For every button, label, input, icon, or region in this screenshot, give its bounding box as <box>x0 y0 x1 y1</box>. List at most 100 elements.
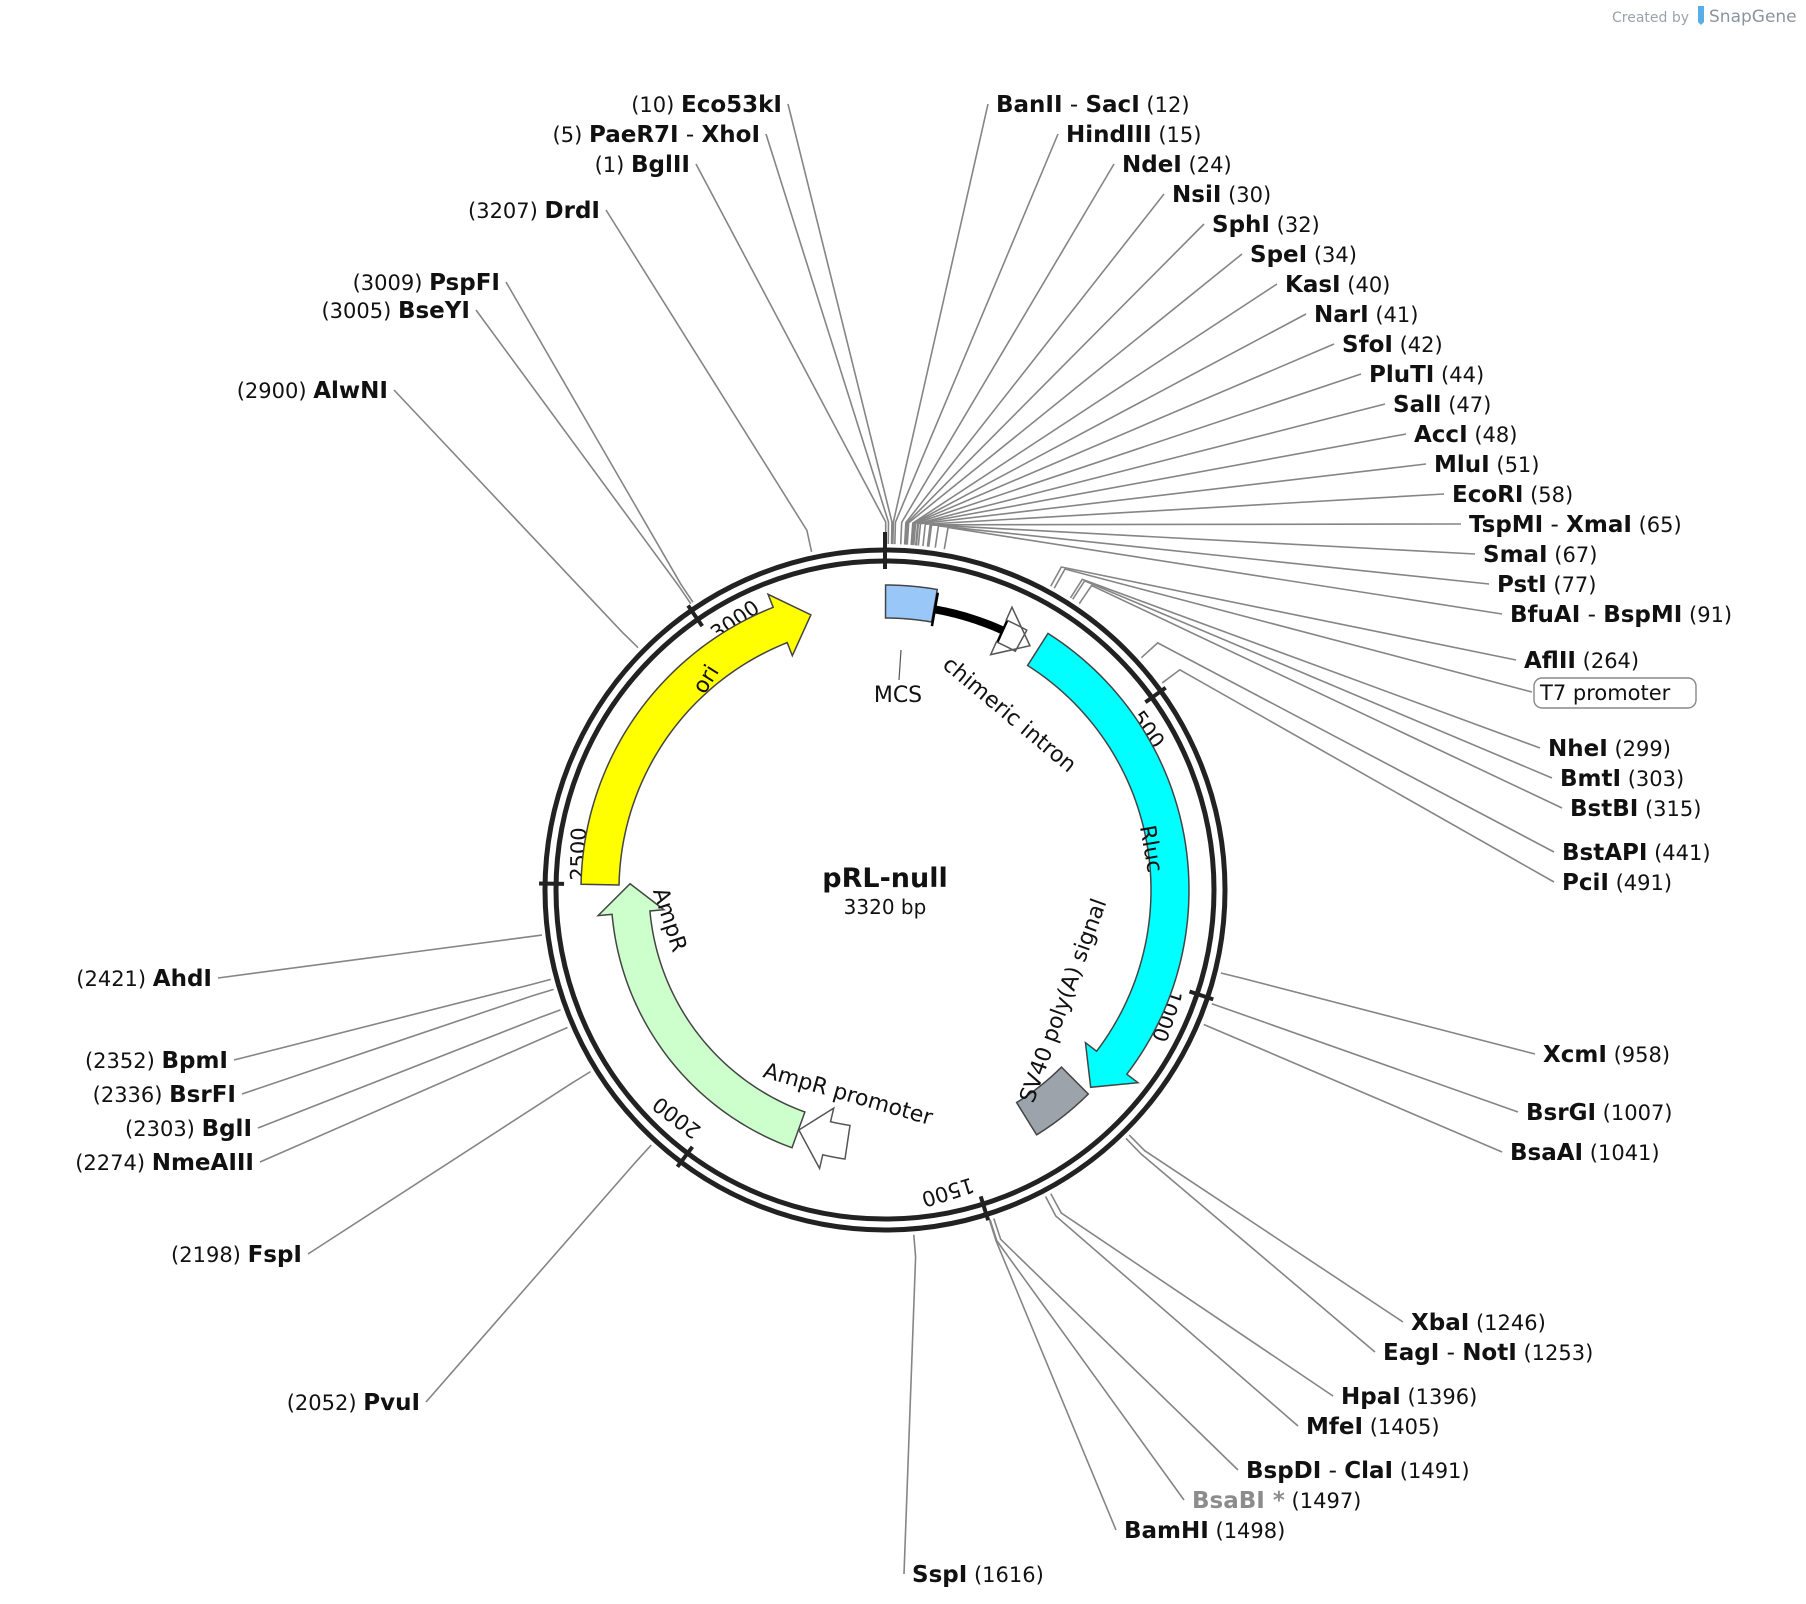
site-ahdi-leader <box>217 934 543 979</box>
site-kasi-name: KasI <box>1285 272 1341 298</box>
site-kasi-pos: (40) <box>1341 273 1391 297</box>
site-bsrgi-name: BsrGI <box>1526 1100 1596 1126</box>
site-drdi[interactable]: (3207) DrdI <box>468 198 600 224</box>
site-tspmi-xmai[interactable]: TspMI - XmaI (65) <box>1469 512 1682 538</box>
site-tspmi-xmai-leader <box>926 523 1462 547</box>
site-smai[interactable]: SmaI (67) <box>1483 542 1597 568</box>
svg-text:EagI - NotI (1253): EagI - NotI (1253) <box>1383 1340 1593 1366</box>
site-pvui[interactable]: (2052) PvuI <box>287 1390 420 1416</box>
site-bgli[interactable]: (2303) BglI <box>125 1116 252 1142</box>
tick-500 <box>1144 686 1167 704</box>
site-sspi[interactable]: SspI (1616) <box>912 1562 1044 1588</box>
site-spei-pos: (34) <box>1307 243 1357 267</box>
feature-ampr-promoter[interactable] <box>797 1106 851 1171</box>
site-bseyi[interactable]: (3005) BseYI <box>321 298 470 324</box>
site-bsaai-leader <box>1203 1023 1503 1153</box>
site-bsaai[interactable]: BsaAI (1041) <box>1510 1140 1660 1166</box>
site-psti[interactable]: PstI (77) <box>1497 572 1597 598</box>
site-pluti[interactable]: PluTI (44) <box>1369 362 1484 388</box>
site-bsabi[interactable]: BsaBI * (1497) <box>1192 1488 1361 1514</box>
site-bsrgi[interactable]: BsrGI (1007) <box>1526 1100 1673 1126</box>
site-nmeaiii-pos: (2274) <box>75 1151 152 1175</box>
site-bmti[interactable]: BmtI (303) <box>1560 766 1684 792</box>
site-nari-name: NarI <box>1314 302 1369 328</box>
svg-text:(2336) BsrFI: (2336) BsrFI <box>93 1082 236 1108</box>
site-fspi[interactable]: (2198) FspI <box>171 1242 302 1268</box>
svg-text:AflII (264): AflII (264) <box>1524 648 1639 674</box>
site-bstapi-name: BstAPI <box>1562 840 1647 866</box>
feature-chimeric-intron[interactable] <box>934 605 1005 635</box>
site-bstbi[interactable]: BstBI (315) <box>1570 796 1701 822</box>
site-mlui[interactable]: MluI (51) <box>1434 452 1540 478</box>
site-eco53ki[interactable]: (10) Eco53kI <box>631 92 782 118</box>
site-bpmi[interactable]: (2352) BpmI <box>85 1048 228 1074</box>
svg-text:(2274) NmeAIII: (2274) NmeAIII <box>75 1150 254 1176</box>
site-kasi[interactable]: KasI (40) <box>1285 272 1390 298</box>
site-bgli-pos: (2303) <box>125 1117 202 1141</box>
site-acci[interactable]: AccI (48) <box>1414 422 1517 448</box>
site-alwni-leader <box>393 389 639 649</box>
site-ndei[interactable]: NdeI (24) <box>1122 152 1232 178</box>
feature-t7-promoter[interactable] <box>989 605 1032 656</box>
site-bmti-pos: (303) <box>1621 767 1684 791</box>
site-nhei[interactable]: NheI (299) <box>1548 736 1671 762</box>
site-xbai[interactable]: XbaI (1246) <box>1411 1310 1546 1336</box>
site-mfei-leader <box>1044 1196 1299 1427</box>
site-bamhi[interactable]: BamHI (1498) <box>1124 1518 1285 1544</box>
site-bfuai-bspmi-pos: (91) <box>1682 603 1732 627</box>
site-sspi-name: SspI <box>912 1562 967 1588</box>
site-xcmi[interactable]: XcmI (958) <box>1543 1042 1670 1068</box>
site-pluti-leader <box>912 373 1362 546</box>
svg-text:SmaI (67): SmaI (67) <box>1483 542 1597 568</box>
site-mfei[interactable]: MfeI (1405) <box>1306 1414 1440 1440</box>
site-mfei-pos: (1405) <box>1363 1415 1440 1439</box>
site-bglii-pos: (1) <box>595 153 631 177</box>
site-bstapi[interactable]: BstAPI (441) <box>1562 840 1711 866</box>
feature-rluc[interactable] <box>1026 632 1190 1089</box>
site-sfoi[interactable]: SfoI (42) <box>1342 332 1443 358</box>
site-hindiii[interactable]: HindIII (15) <box>1066 122 1201 148</box>
site-paer7i-xhoi[interactable]: (5) PaeR7I - XhoI <box>553 122 760 148</box>
svg-text:BanII - SacI (12): BanII - SacI (12) <box>996 92 1190 118</box>
site-bpmi-leader <box>233 978 551 1061</box>
feature-label-mcs: MCS <box>874 683 922 708</box>
site-spei[interactable]: SpeI (34) <box>1250 242 1357 268</box>
site-bfuai-bspmi[interactable]: BfuAI - BspMI (91) <box>1510 602 1732 628</box>
feature-ori[interactable] <box>580 592 812 886</box>
site-bspdi-clai[interactable]: BspDI - ClaI (1491) <box>1246 1458 1470 1484</box>
site-eagi-noti[interactable]: EagI - NotI (1253) <box>1383 1340 1593 1366</box>
site-sphi-leader <box>905 223 1205 545</box>
svg-text:SpeI (34): SpeI (34) <box>1250 242 1357 268</box>
site-labels: (10) Eco53kI (5) PaeR7I - XhoI (1) BglII (3… <box>75 92 1732 1588</box>
feature-ampr[interactable] <box>596 882 806 1149</box>
site-ecori[interactable]: EcoRI (58) <box>1452 482 1573 508</box>
site-paer7i-xhoi-pos: (5) <box>553 123 589 147</box>
feature-sv40-poly-a-signal[interactable] <box>1015 1066 1090 1136</box>
svg-text:BstBI (315): BstBI (315) <box>1570 796 1701 822</box>
site-sphi-pos: (32) <box>1270 213 1320 237</box>
site-ahdi[interactable]: (2421) AhdI <box>76 966 212 992</box>
site-sphi-name: SphI <box>1212 212 1270 238</box>
site-bseyi-pos: (3005) <box>321 299 398 323</box>
site-aflii[interactable]: AflII (264) <box>1524 648 1639 674</box>
site-sphi[interactable]: SphI (32) <box>1212 212 1320 238</box>
site-eagi-noti-pos: (1253) <box>1517 1341 1594 1365</box>
site-paer7i-xhoi-separator: - <box>679 122 702 148</box>
site-bsrfi[interactable]: (2336) BsrFI <box>93 1082 236 1108</box>
mcs-label-line <box>898 649 902 681</box>
feature-mcs[interactable] <box>884 584 939 623</box>
site-pcii[interactable]: PciI (491) <box>1562 870 1672 896</box>
feature-label-t7-promoter-box[interactable]: T7 promoter <box>1533 677 1697 709</box>
site-hpai[interactable]: HpaI (1396) <box>1341 1384 1477 1410</box>
svg-text:TspMI - XmaI (65): TspMI - XmaI (65) <box>1469 512 1682 538</box>
site-banii-saci[interactable]: BanII - SacI (12) <box>996 92 1190 118</box>
site-nmeaiii[interactable]: (2274) NmeAIII <box>75 1150 254 1176</box>
site-sali[interactable]: SalI (47) <box>1393 392 1491 418</box>
site-psti-leader <box>934 525 1490 585</box>
site-hpai-name: HpaI <box>1341 1384 1401 1410</box>
site-nari[interactable]: NarI (41) <box>1314 302 1418 328</box>
site-alwni[interactable]: (2900) AlwNI <box>237 378 388 404</box>
site-bglii[interactable]: (1) BglII <box>595 152 690 178</box>
site-nsii[interactable]: NsiI (30) <box>1172 182 1271 208</box>
site-pspfi[interactable]: (3009) PspFI <box>353 270 500 296</box>
